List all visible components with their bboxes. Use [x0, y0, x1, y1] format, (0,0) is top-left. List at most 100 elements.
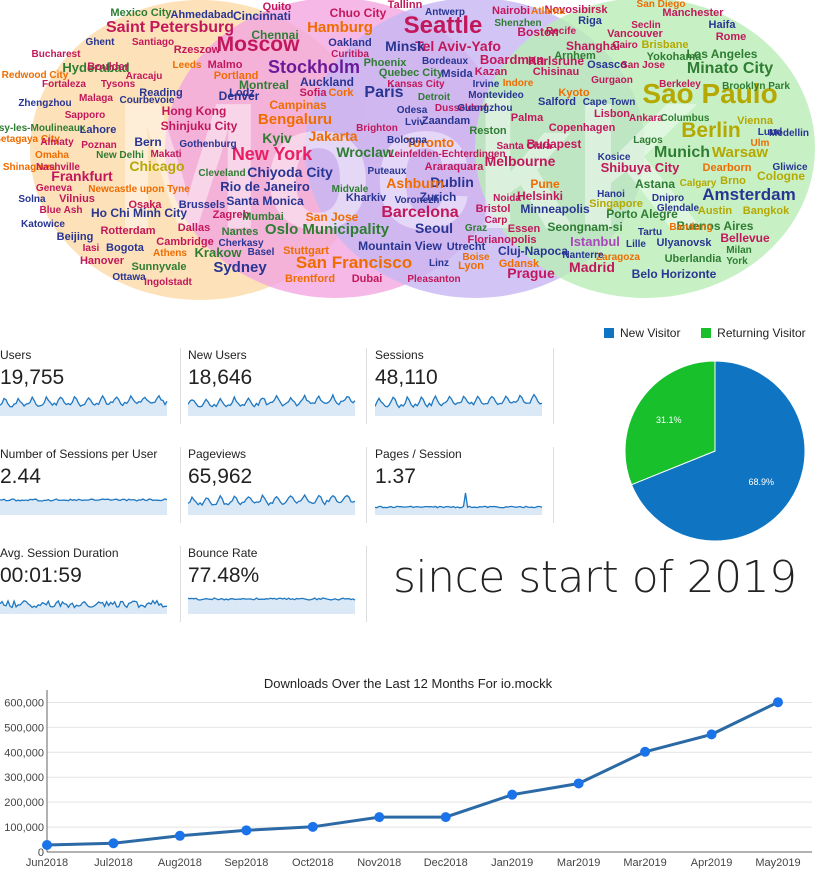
cloud-word: Boulder: [87, 61, 129, 73]
cloud-word: Bangkok: [743, 205, 790, 217]
data-point[interactable]: [706, 729, 717, 740]
cloud-word: Madrid: [569, 259, 615, 275]
cloud-word: Hamburg: [307, 19, 373, 36]
cloud-word: Antwerp: [425, 7, 465, 18]
cloud-word: Dearborn: [703, 162, 752, 174]
cloud-word: Bristol: [476, 203, 511, 215]
cloud-word: Bern: [134, 135, 161, 149]
cloud-word: Auckland: [300, 75, 354, 89]
cloud-word: Yokohama: [647, 51, 703, 63]
cloud-word: Santa Monica: [226, 194, 304, 208]
cloud-word: Shibuya City: [601, 160, 681, 175]
cloud-word: Brighton: [356, 123, 398, 134]
cloud-word: Melbourne: [485, 153, 556, 169]
x-tick-label: Apr2019: [691, 857, 733, 869]
cloud-word: Haifa: [709, 19, 737, 31]
cloud-word: Newcastle upon Tyne: [88, 184, 190, 195]
cloud-word: Saint Petersburg: [106, 19, 234, 36]
cloud-word: Helsinki: [517, 189, 563, 203]
legend-item-returning-visitor[interactable]: Returning Visitor: [701, 326, 806, 340]
data-point[interactable]: [374, 812, 385, 823]
cloud-word: Nairobi: [492, 5, 530, 17]
cloud-word: Chennai: [251, 28, 298, 42]
cloud-word: New York: [232, 144, 313, 164]
cloud-word: Katowice: [21, 219, 65, 230]
data-point[interactable]: [174, 830, 185, 841]
y-tick-label: 400,000: [4, 747, 44, 759]
x-tick-label: Dec2018: [424, 857, 468, 869]
data-point[interactable]: [307, 821, 318, 832]
cloud-word: Dusseldorf: [435, 103, 488, 114]
metric-tile[interactable]: Number of Sessions per User 2.44: [0, 447, 172, 527]
cloud-word: Moscow: [217, 33, 301, 56]
cloud-word: Dallas: [178, 222, 210, 234]
metric-value: 77.48%: [188, 564, 260, 587]
data-point[interactable]: [42, 840, 52, 851]
metric-tile[interactable]: Pages / Session 1.37: [375, 447, 547, 527]
metric-tile[interactable]: Avg. Session Duration 00:01:59: [0, 546, 172, 626]
metric-divider: [553, 348, 554, 424]
data-point[interactable]: [440, 812, 451, 823]
cloud-word: Kyiv: [262, 130, 292, 146]
pie-slice[interactable]: [630, 360, 806, 542]
cloud-word: Copenhagen: [549, 122, 616, 134]
cloud-word: Portland: [214, 70, 259, 82]
cloud-word: Lund: [758, 127, 782, 138]
cloud-word: Gurgaon: [591, 75, 633, 86]
cloud-word: Santa Clara: [496, 141, 551, 152]
cloud-word: Tartu: [638, 227, 662, 238]
cloud-word: Hyderabad: [62, 60, 129, 75]
cloud-word: Irvine: [473, 79, 500, 90]
cloud-word: Nashville: [36, 162, 80, 173]
cloud-word: Lyon: [458, 260, 484, 272]
cloud-word: Recife: [546, 26, 576, 37]
cloud-word: Oslo Municipality: [265, 221, 390, 238]
y-tick-label: 100,000: [4, 822, 44, 834]
cloud-word: Essen: [508, 223, 541, 235]
cloud-word: Astana: [635, 177, 675, 191]
cloud-word: Milan: [726, 245, 752, 256]
data-point[interactable]: [573, 778, 584, 789]
metric-tile[interactable]: Pageviews 65,962: [188, 447, 360, 527]
cloud-word: Chicago: [129, 158, 184, 174]
cloud-word: Salford: [538, 96, 576, 108]
legend-item-new-visitor[interactable]: New Visitor: [604, 326, 684, 340]
cloud-word: Blue Ash: [40, 205, 83, 216]
data-point[interactable]: [640, 746, 651, 757]
cloud-word: Geneva: [36, 183, 73, 194]
legend-label: Returning Visitor: [717, 326, 806, 340]
data-point[interactable]: [108, 838, 119, 849]
cloud-word: Boston: [517, 25, 558, 39]
metric-tile[interactable]: Users 19,755: [0, 348, 172, 428]
metric-value: 65,962: [188, 465, 253, 488]
cloud-word: New Delhi: [96, 150, 144, 161]
cloud-word: Leinfelden-Echterdingen: [388, 149, 505, 160]
cloud-word: Zurich: [420, 190, 457, 204]
cloud-word: Reston: [469, 125, 507, 137]
data-point[interactable]: [241, 825, 252, 836]
cloud-word: Tysons: [101, 79, 136, 90]
cloud-word: Chuo City: [330, 6, 387, 20]
cloud-word: Istanbul: [570, 234, 620, 249]
cloud-word: Bogota: [106, 242, 145, 254]
cloud-word: Zaragoza: [596, 252, 640, 263]
metric-tile[interactable]: Bounce Rate 77.48%: [188, 546, 360, 626]
cloud-word: Graz: [465, 223, 487, 234]
metric-tile[interactable]: Sessions 48,110: [375, 348, 547, 428]
data-point[interactable]: [773, 697, 783, 708]
cloud-word: Budapest: [527, 137, 582, 151]
metric-label: Pages / Session: [375, 447, 462, 461]
x-tick-label: Jun2018: [26, 857, 68, 869]
cloud-word: Mexico City: [110, 7, 172, 19]
cloud-word: Brisbane: [641, 39, 688, 51]
cloud-word: Riga: [578, 15, 603, 27]
data-point[interactable]: [507, 789, 518, 800]
x-tick-label: Sep2018: [224, 857, 268, 869]
pie-slice[interactable]: [624, 360, 716, 486]
cloud-word: Belo Horizonte: [632, 267, 717, 281]
metric-tile[interactable]: New Users 18,646: [188, 348, 360, 428]
metric-divider: [366, 447, 367, 523]
cloud-word: Minato City: [687, 60, 773, 77]
metric-label: Sessions: [375, 348, 424, 362]
metric-value: 18,646: [188, 366, 253, 389]
